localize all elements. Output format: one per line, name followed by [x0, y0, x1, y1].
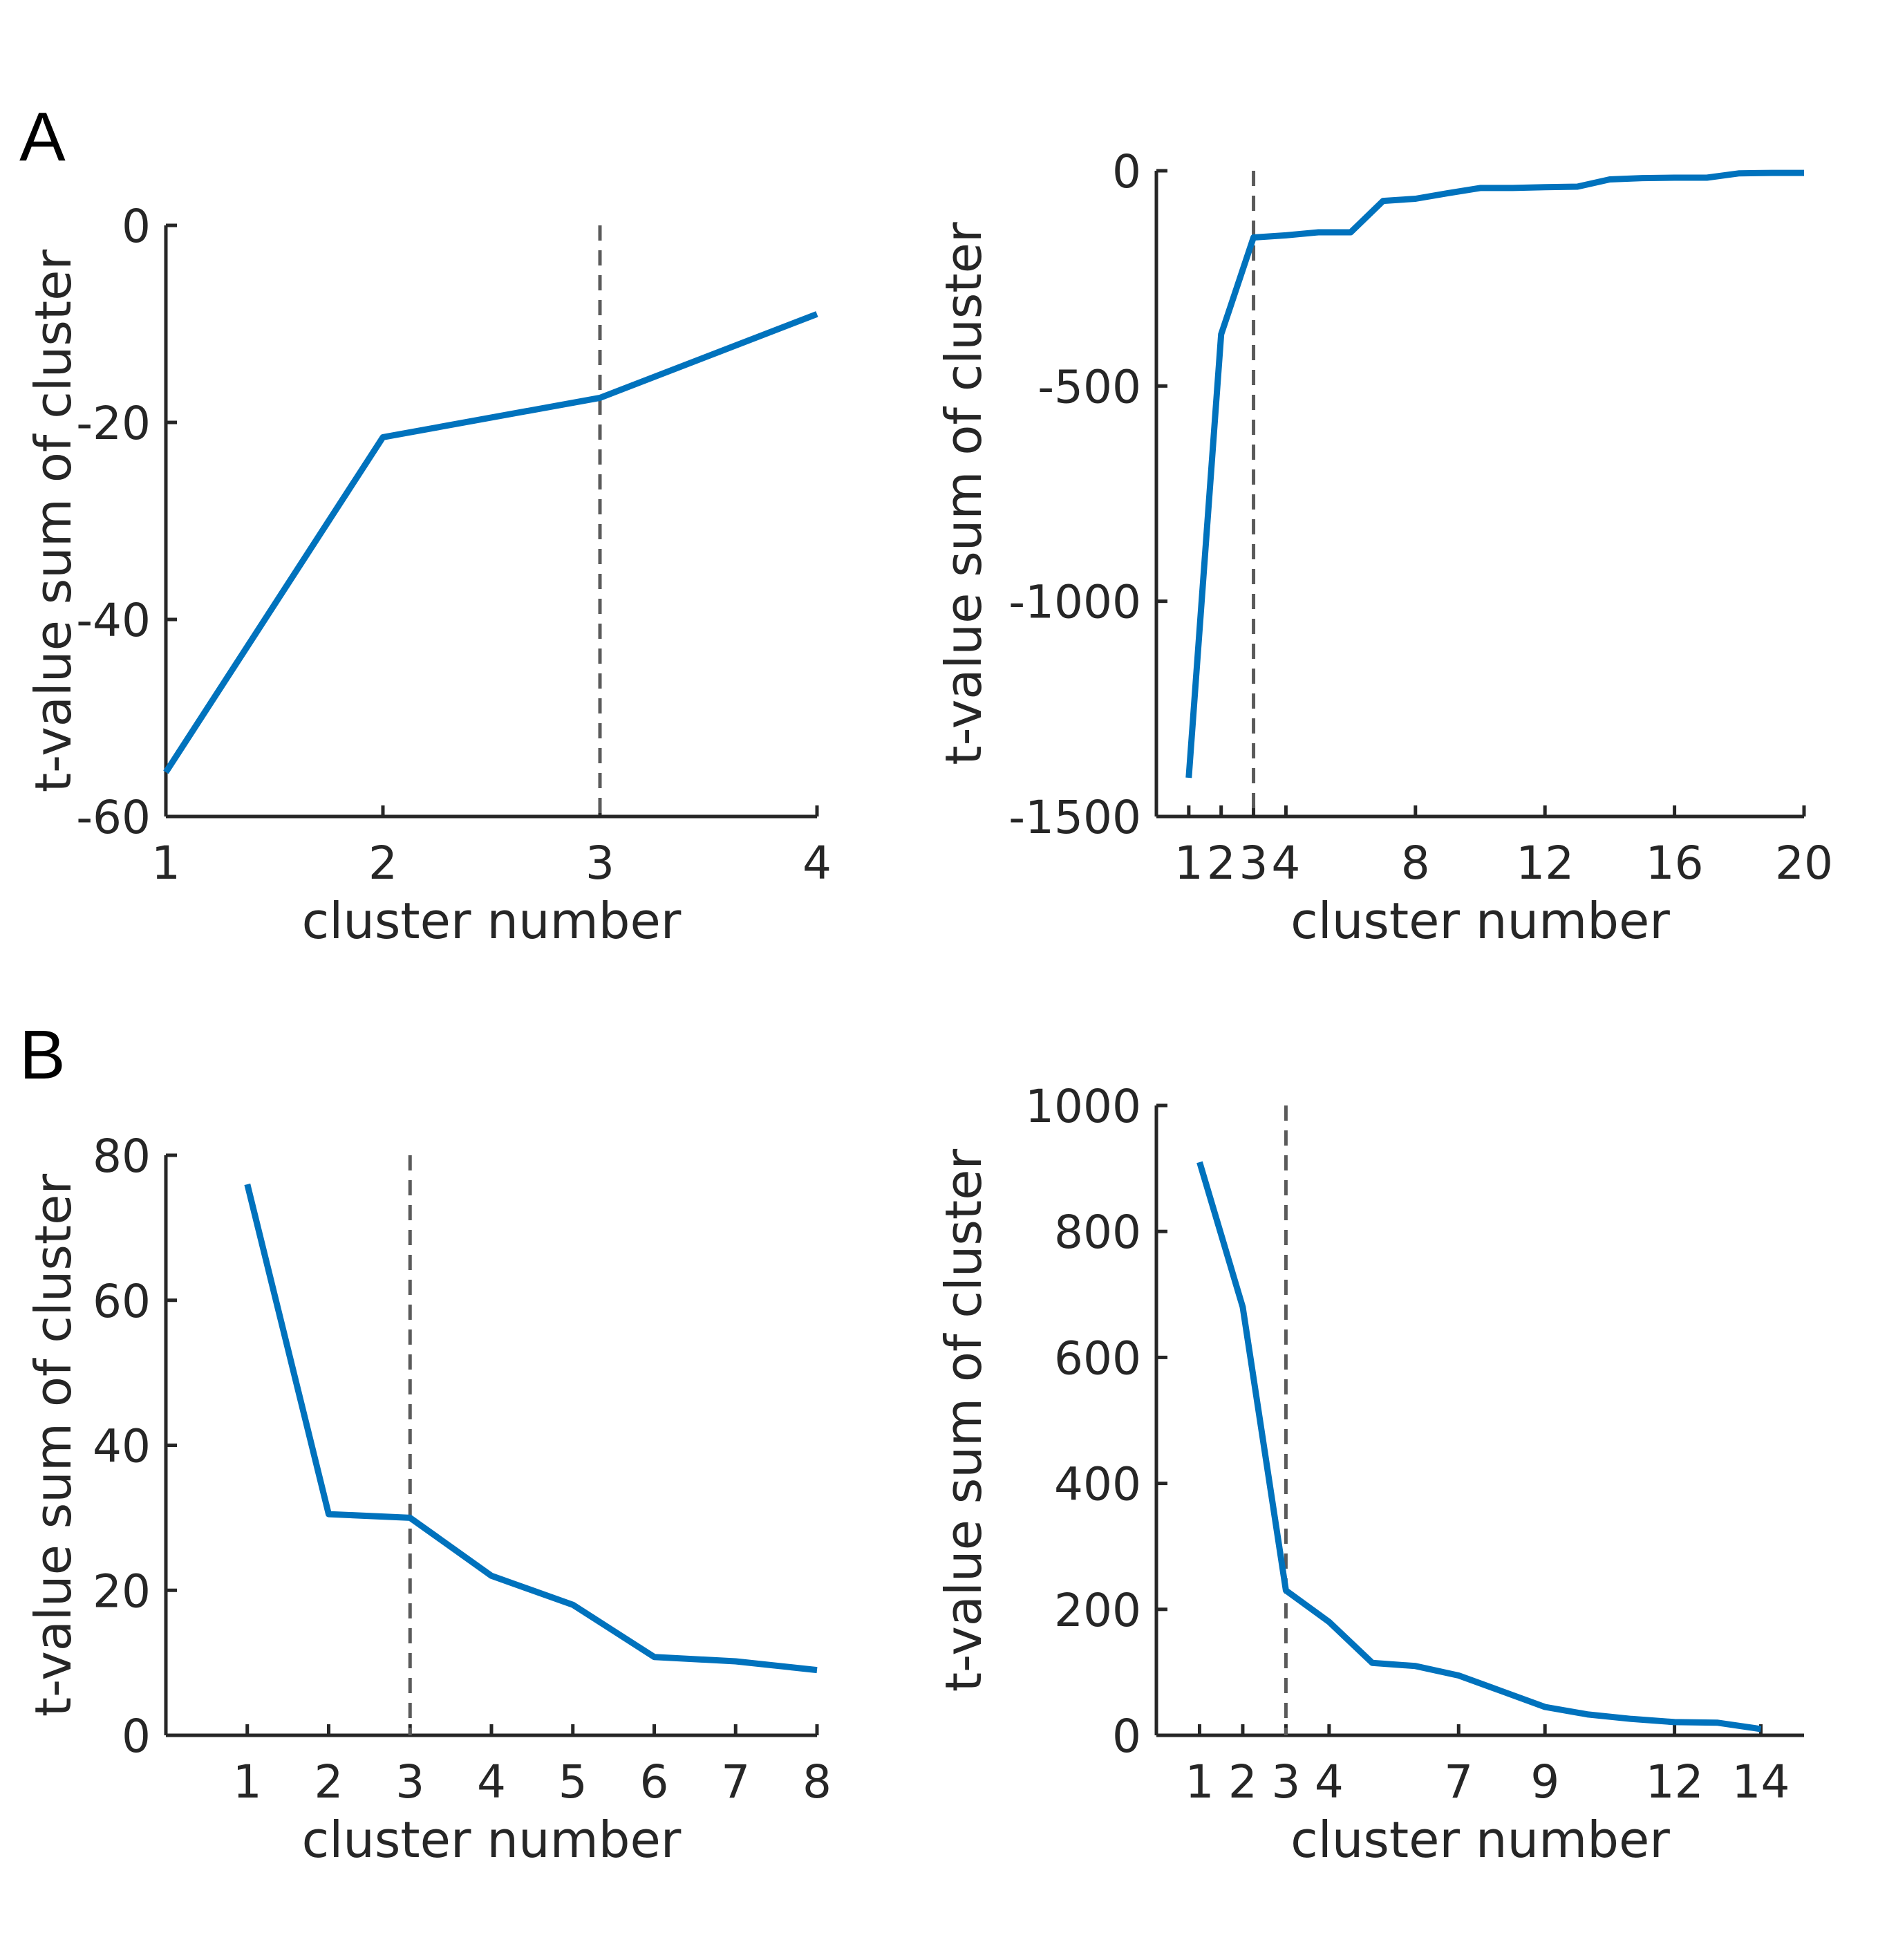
x-tick-label: 1 — [151, 837, 180, 890]
chart-a-left: -60 -40 -20 0 1 2 3 4 cluster number t-value sum … — [24, 200, 832, 950]
x-tick-label: 12 — [1516, 837, 1574, 890]
chart-b-left: 0 20 40 60 80 1 2 3 4 5 6 7 8 cluster number t-value s… — [24, 1130, 832, 1869]
y-axis-label: t-value sum of cluster — [24, 1174, 82, 1717]
x-tick-label: 7 — [1444, 1755, 1473, 1809]
x-tick-label: 8 — [802, 1755, 832, 1809]
y-tick-label: 800 — [1054, 1206, 1141, 1259]
x-tick-label: 1 — [1185, 1755, 1214, 1809]
y-tick-label: 400 — [1054, 1458, 1141, 1511]
x-tick-label: 20 — [1775, 837, 1833, 890]
y-tick-label: -500 — [1037, 360, 1141, 413]
x-tick-label: 4 — [477, 1755, 506, 1809]
x-axis-label: cluster number — [1290, 1811, 1670, 1869]
y-tick-label: 20 — [93, 1565, 151, 1618]
x-axis-label: cluster number — [302, 1811, 682, 1869]
x-tick-label: 14 — [1732, 1755, 1790, 1809]
x-tick-label: 3 — [1271, 1755, 1300, 1809]
y-tick-label: 0 — [1112, 1710, 1141, 1763]
series-line — [163, 311, 818, 774]
y-axis-label: t-value sum of cluster — [935, 1149, 993, 1692]
y-tick-label: -60 — [76, 791, 151, 844]
y-tick-label: 40 — [93, 1420, 151, 1473]
x-tick-label: 8 — [1401, 837, 1430, 890]
y-tick-label: 60 — [93, 1275, 151, 1328]
panel-label-a: A — [19, 98, 66, 176]
y-tick-label: -40 — [76, 594, 151, 647]
x-tick-label: 4 — [1315, 1755, 1344, 1809]
x-tick-label: 2 — [314, 1755, 344, 1809]
x-tick-label: 3 — [1239, 837, 1268, 890]
x-tick-label: 2 — [368, 837, 397, 890]
series-line — [1185, 169, 1804, 778]
x-tick-label: 7 — [721, 1755, 750, 1809]
x-tick-label: 3 — [585, 837, 614, 890]
x-tick-label: 16 — [1646, 837, 1704, 890]
x-tick-label: 3 — [395, 1755, 424, 1809]
x-tick-label: 2 — [1228, 1755, 1257, 1809]
x-axis-label: cluster number — [302, 892, 682, 950]
x-tick-label: 2 — [1207, 837, 1236, 890]
y-tick-label: -20 — [76, 397, 151, 450]
series-line — [1196, 1161, 1762, 1733]
y-tick-label: 200 — [1054, 1584, 1141, 1637]
x-tick-label: 1 — [233, 1755, 262, 1809]
x-tick-label: 4 — [802, 837, 832, 890]
y-tick-label: 80 — [93, 1130, 151, 1183]
y-tick-label: -1500 — [1008, 791, 1141, 844]
y-tick-label: 0 — [122, 1710, 151, 1763]
x-tick-label: 4 — [1271, 837, 1300, 890]
x-tick-label: 6 — [640, 1755, 669, 1809]
series-line — [244, 1183, 818, 1674]
y-tick-label: 1000 — [1025, 1080, 1141, 1133]
x-tick-label: 5 — [558, 1755, 588, 1809]
y-tick-label: -1000 — [1008, 576, 1141, 629]
panel-label-b: B — [19, 1016, 66, 1094]
x-tick-label: 1 — [1174, 837, 1203, 890]
y-tick-label: 0 — [1112, 145, 1141, 198]
x-axis-label: cluster number — [1290, 892, 1670, 950]
y-tick-label: 600 — [1054, 1332, 1141, 1385]
x-tick-label: 12 — [1646, 1755, 1704, 1809]
y-axis-label: t-value sum of cluster — [24, 250, 82, 793]
y-tick-label: 0 — [122, 200, 151, 253]
y-axis-label: t-value sum of cluster — [935, 222, 993, 765]
x-tick-label: 9 — [1530, 1755, 1559, 1809]
